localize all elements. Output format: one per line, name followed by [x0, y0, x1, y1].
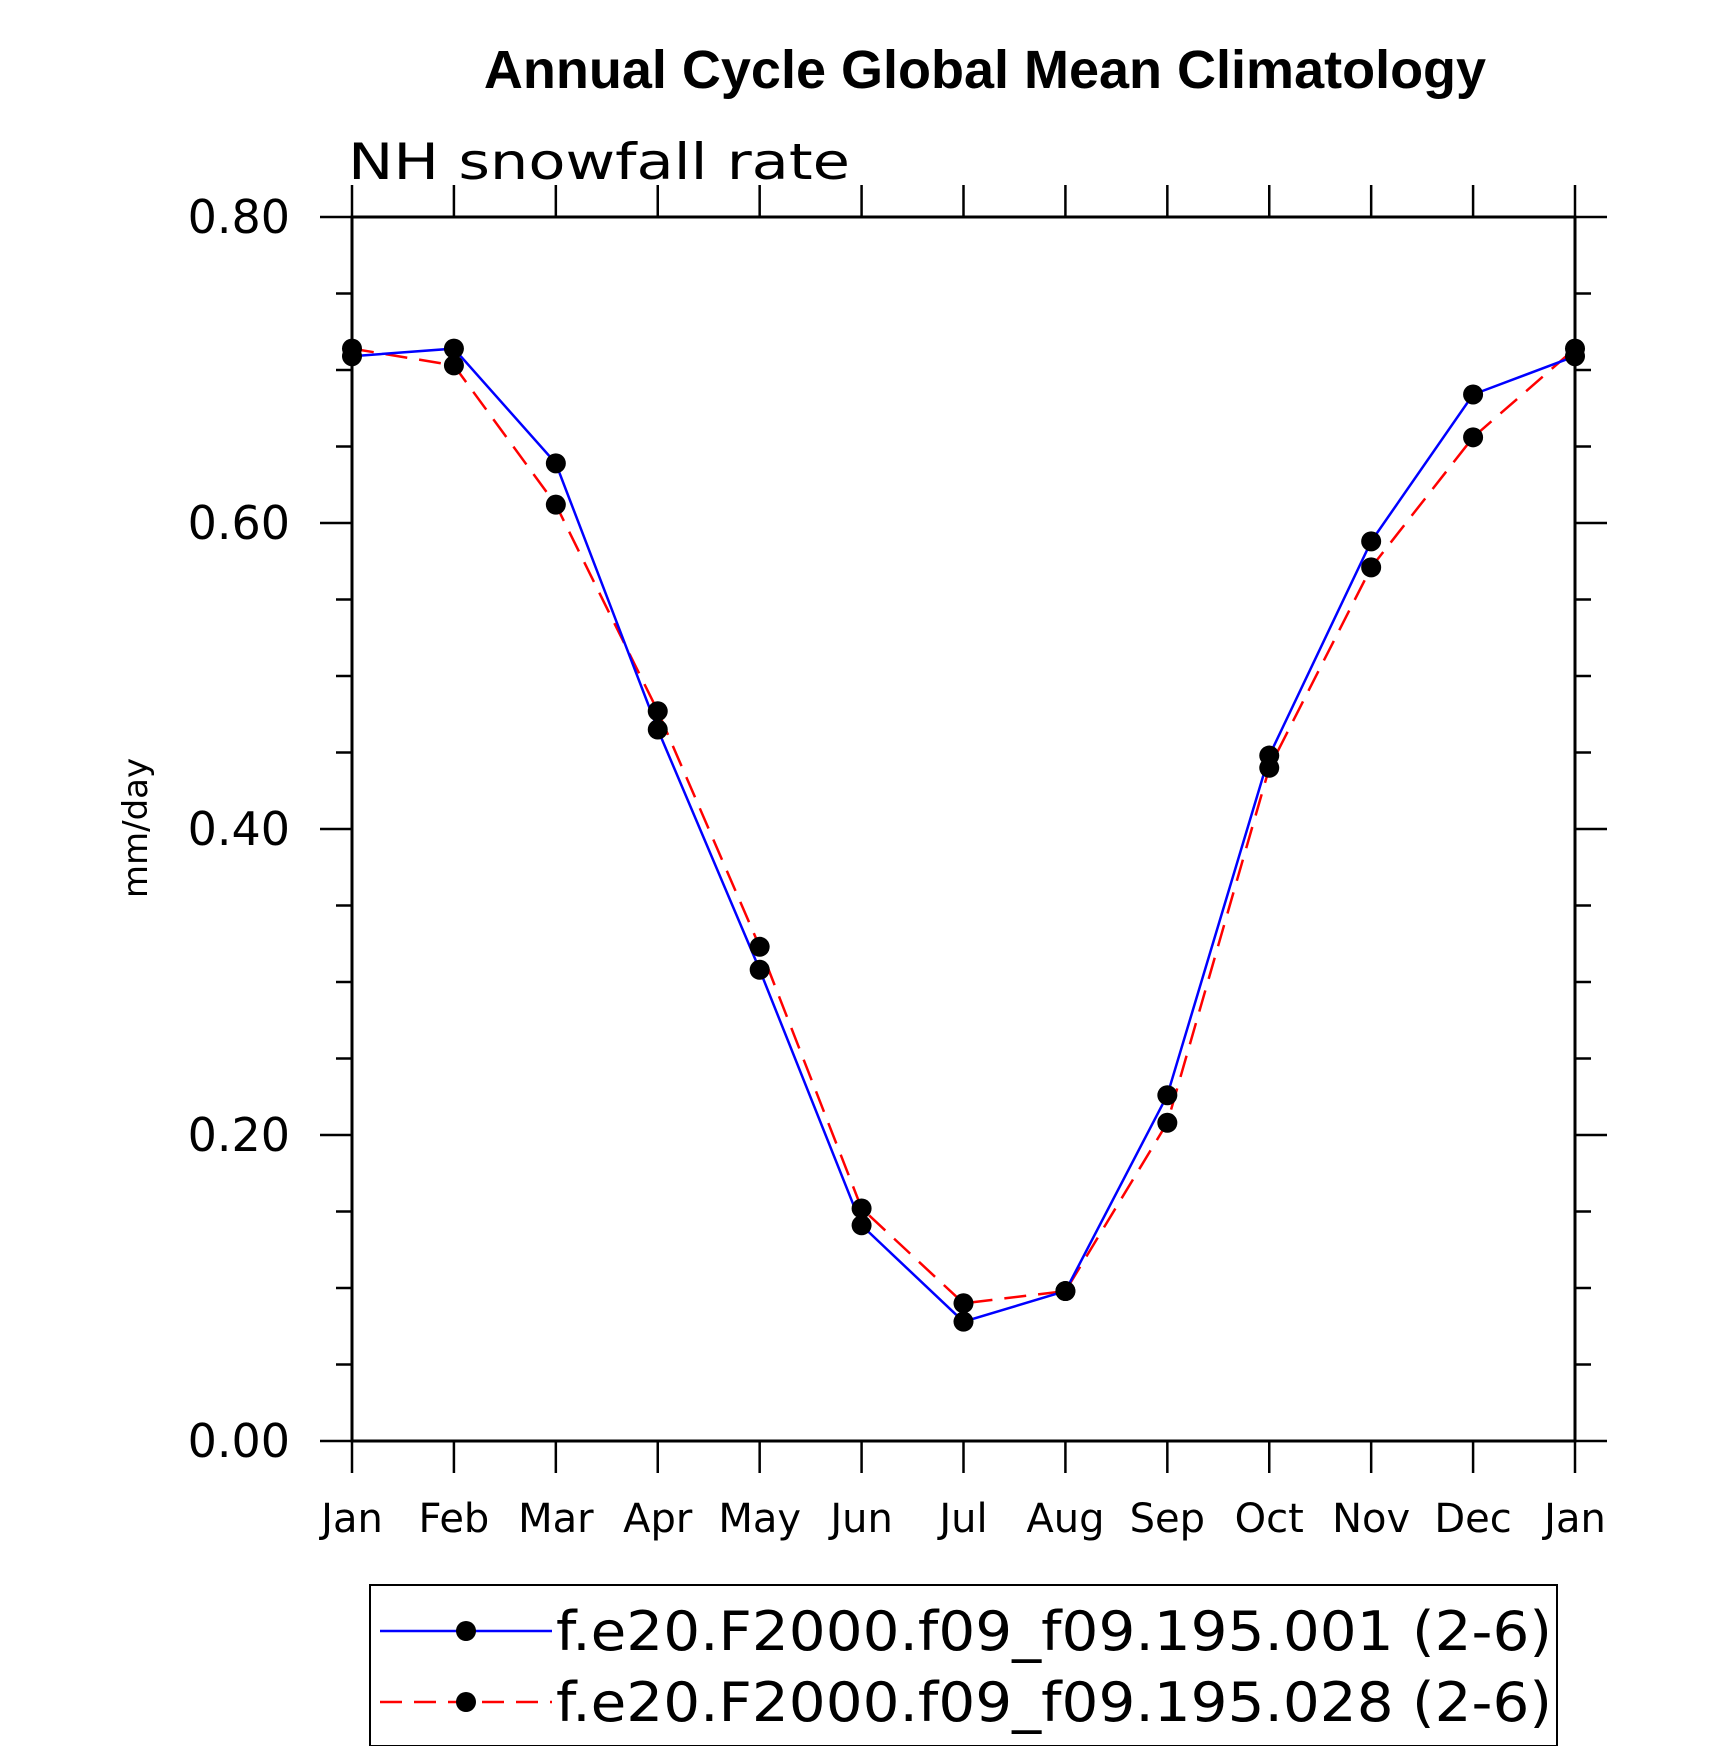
y-axis-left: 0.00 0.20 0.40 0.60 0.80 [188, 190, 352, 1468]
data-point [1463, 427, 1484, 448]
data-point [1157, 1085, 1178, 1106]
legend: f.e20.F2000.f09_f09.195.001 (2-6) f.e20.F… [369, 1584, 1558, 1746]
data-point [1055, 1281, 1076, 1302]
data-point [1361, 557, 1382, 578]
data-point [1565, 338, 1585, 359]
data-point [851, 1198, 872, 1219]
x-tick-label: Nov [1332, 1496, 1410, 1542]
x-tick-label: May [718, 1496, 801, 1542]
data-point [1361, 531, 1382, 552]
y-tick-label: 0.20 [188, 1108, 290, 1162]
data-point [443, 355, 464, 376]
data-point [545, 453, 566, 474]
legend-entries: f.e20.F2000.f09_f09.195.001 (2-6) f.e20.F… [380, 1600, 1552, 1734]
chart-subtitle: NH snowfall rate [348, 133, 850, 191]
data-point [953, 1311, 974, 1332]
data-point [1463, 384, 1484, 405]
series-line [351, 347, 1576, 1305]
data-point [749, 959, 770, 980]
legend-label: f.e20.F2000.f09_f09.195.001 (2-6) [556, 1600, 1552, 1663]
x-tick-label: Oct [1235, 1496, 1304, 1542]
x-tick-label: Apr [623, 1496, 693, 1542]
x-tick-label: Feb [419, 1496, 490, 1542]
data-point [749, 936, 770, 957]
y-tick-label: 0.60 [188, 496, 290, 550]
x-tick-label: Sep [1130, 1496, 1205, 1542]
legend-label: f.e20.F2000.f09_f09.195.028 (2-6) [556, 1671, 1552, 1734]
data-point [1259, 757, 1280, 778]
x-axis-bottom: Jan Feb Mar Apr May Jun Jul Aug Sep Oct Nov Dec Jan [318, 1441, 1606, 1542]
data-point [647, 701, 668, 722]
x-tick-label: Jul [936, 1496, 987, 1542]
data-point [953, 1293, 974, 1314]
x-tick-label: Jan [1541, 1496, 1606, 1542]
series-lines [351, 347, 1576, 1324]
x-tick-label: Jun [827, 1496, 893, 1542]
x-tick-label: Dec [1434, 1496, 1511, 1542]
y-axis-right [1575, 215, 1607, 1443]
series-markers [342, 338, 1585, 1332]
y-axis-label: mm/day [116, 758, 156, 898]
data-point [647, 719, 668, 740]
plot-frame [350, 215, 1577, 1443]
data-point [851, 1215, 872, 1236]
data-point [342, 338, 362, 359]
chart-title: Annual Cycle Global Mean Climatology [484, 40, 1486, 100]
series-line [351, 347, 1576, 1324]
x-tick-label: Jan [318, 1496, 383, 1542]
legend-marker [456, 1621, 476, 1641]
y-tick-label: 0.00 [188, 1414, 290, 1468]
legend-box [369, 1584, 1558, 1746]
y-tick-label: 0.40 [188, 802, 290, 856]
x-axis-top [350, 185, 1577, 217]
data-point [1157, 1112, 1178, 1133]
data-point [443, 338, 464, 359]
data-point [545, 494, 566, 515]
x-tick-label: Mar [518, 1496, 594, 1542]
y-tick-label: 0.80 [188, 190, 290, 244]
x-tick-label: Aug [1026, 1496, 1104, 1542]
legend-marker [456, 1692, 476, 1712]
